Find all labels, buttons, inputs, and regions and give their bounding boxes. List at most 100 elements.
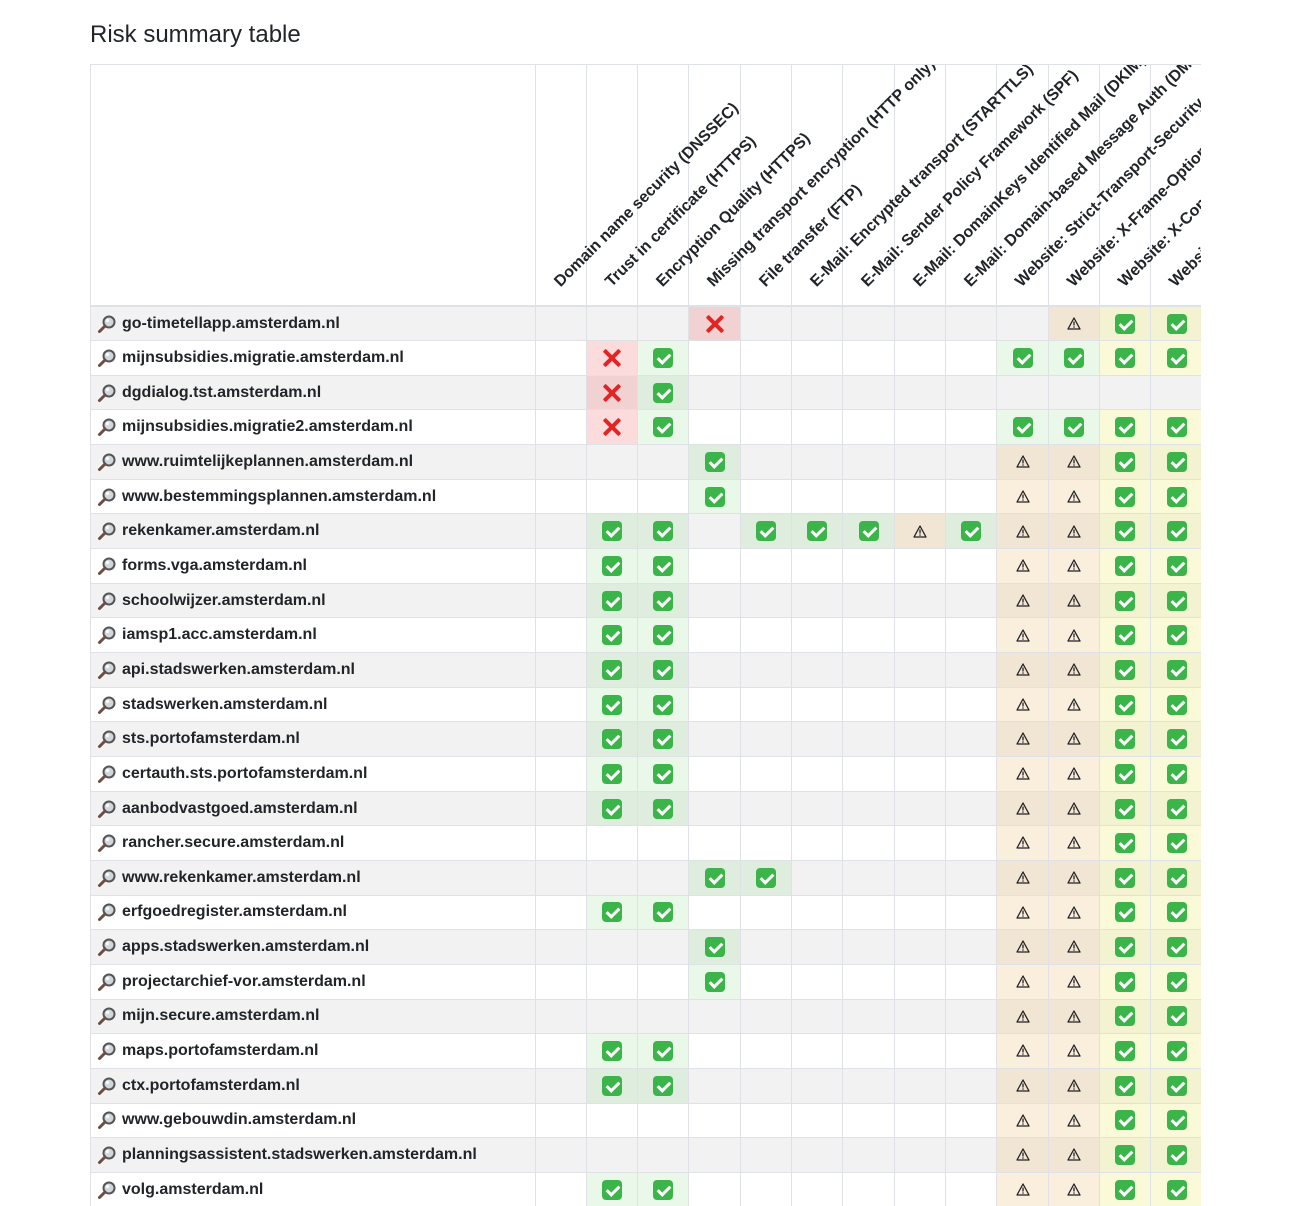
column-header: E-Mail: DomainKeys Identified Mail (DKIM… [894,65,1149,307]
domain-name[interactable]: go-timetellapp.amsterdam.nl [122,314,340,332]
domain-name[interactable]: www.ruimtelijkeplannen.amsterdam.nl [122,452,414,470]
check-mark-icon [1166,1110,1187,1131]
magnifying-glass-icon[interactable] [97,1145,117,1165]
risk-cell [1099,756,1152,792]
magnifying-glass-icon[interactable] [97,521,117,541]
risk-cell [637,1033,690,1069]
check-mark-icon [1166,347,1187,368]
magnifying-glass-icon[interactable] [97,625,117,645]
risk-cell [740,825,793,861]
domain-name[interactable]: projectarchief-vor.amsterdam.nl [122,972,366,990]
domain-cell: api.stadswerken.amsterdam.nl [91,652,536,688]
risk-summary-table-container[interactable]: Domain name security (DNSSEC) Trust in ce… [90,64,1201,1206]
magnifying-glass-icon[interactable] [97,902,117,922]
risk-cell [894,340,947,376]
domain-name[interactable]: mijn.secure.amsterdam.nl [122,1007,320,1025]
magnifying-glass-icon[interactable] [97,1041,117,1061]
domain-name[interactable]: erfgoedregister.amsterdam.nl [122,903,347,921]
magnifying-glass-icon[interactable] [97,729,117,749]
domain-name[interactable]: mijnsubsidies.migratie2.amsterdam.nl [122,418,413,436]
risk-cell [637,617,690,654]
risk-cell [637,513,690,550]
domain-name[interactable]: schoolwijzer.amsterdam.nl [122,591,326,609]
magnifying-glass-icon[interactable] [97,799,117,819]
domain-name[interactable]: mijnsubsidies.migratie.amsterdam.nl [122,348,404,366]
risk-cell [842,340,895,376]
warning-icon [1015,802,1030,815]
risk-cell [894,1172,947,1206]
warning-icon [1015,594,1030,607]
domain-cell: projectarchief-vor.amsterdam.nl [91,964,536,1000]
domain-name[interactable]: rancher.secure.amsterdam.nl [122,834,345,852]
magnifying-glass-icon[interactable] [97,314,117,334]
magnifying-glass-icon[interactable] [97,1180,117,1200]
risk-cell [1099,1033,1152,1069]
risk-cell [996,479,1049,515]
risk-cell [535,409,587,446]
magnifying-glass-icon[interactable] [97,1110,117,1130]
risk-summary-table: Domain name security (DNSSEC) Trust in ce… [91,65,1201,1206]
warning-icon [1015,524,1030,538]
domain-name[interactable]: apps.stadswerken.amsterdam.nl [122,938,370,956]
domain-name[interactable]: forms.vga.amsterdam.nl [122,556,307,574]
column-header: Missing transport encryption (HTTP only) [688,65,939,307]
risk-cell [535,687,587,723]
risk-cell [842,479,895,515]
check-mark-icon [1166,1145,1187,1166]
risk-cell [791,929,844,965]
domain-name[interactable]: sts.portofamsterdam.nl [122,730,300,748]
magnifying-glass-icon[interactable] [97,591,117,611]
domain-name[interactable]: api.stadswerken.amsterdam.nl [122,660,355,678]
domain-cell: forms.vga.amsterdam.nl [91,548,536,584]
magnifying-glass-icon[interactable] [97,937,117,957]
magnifying-glass-icon[interactable] [97,1006,117,1026]
domain-name[interactable]: dgdialog.tst.amsterdam.nl [122,383,322,401]
magnifying-glass-icon[interactable] [97,452,117,472]
magnifying-glass-icon[interactable] [97,383,117,403]
domain-name[interactable]: planningsassistent.stadswerken.amsterdam… [122,1146,477,1164]
risk-cell [894,756,947,792]
domain-name[interactable]: rekenkamer.amsterdam.nl [122,522,320,540]
risk-cell [1048,479,1101,515]
domain-name[interactable]: maps.portofamsterdam.nl [122,1042,319,1060]
table-row: ctx.portofamsterdam.nl [91,1068,1201,1104]
risk-cell [637,999,690,1035]
magnifying-glass-icon[interactable] [97,660,117,680]
check-mark-icon [1166,590,1187,611]
check-mark-icon [1166,902,1187,923]
magnifying-glass-icon[interactable] [97,348,117,368]
table-row: dgdialog.tst.amsterdam.nl [91,375,1201,411]
risk-cell [894,860,947,896]
domain-name[interactable]: ctx.portofamsterdam.nl [122,1076,300,1094]
magnifying-glass-icon[interactable] [97,417,117,437]
risk-cell [535,513,587,550]
domain-name[interactable]: volg.amsterdam.nl [122,1180,264,1198]
domain-name[interactable]: www.gebouwdin.amsterdam.nl [122,1111,357,1129]
magnifying-glass-icon[interactable] [97,1076,117,1096]
risk-cell [894,1137,947,1173]
domain-name[interactable]: iamsp1.acc.amsterdam.nl [122,626,317,644]
magnifying-glass-icon[interactable] [97,972,117,992]
risk-cell [637,1137,690,1173]
domain-name[interactable]: www.rekenkamer.amsterdam.nl [122,868,361,886]
magnifying-glass-icon[interactable] [97,868,117,888]
domain-name[interactable]: www.bestemmingsplannen.amsterdam.nl [122,487,437,505]
domain-cell: mijnsubsidies.migratie.amsterdam.nl [91,340,536,376]
risk-cell [1150,1033,1201,1069]
magnifying-glass-icon[interactable] [97,695,117,715]
risk-cell [535,375,587,411]
domain-name[interactable]: stadswerken.amsterdam.nl [122,695,328,713]
column-header: Trust in certificate (HTTPS) [586,65,759,307]
risk-cell [1150,825,1201,861]
domain-name[interactable]: certauth.sts.portofamsterdam.nl [122,764,368,782]
domain-name[interactable]: aanbodvastgoed.amsterdam.nl [122,799,358,817]
magnifying-glass-icon[interactable] [97,764,117,784]
magnifying-glass-icon[interactable] [97,556,117,576]
magnifying-glass-icon[interactable] [97,833,117,853]
risk-cell [740,548,793,584]
risk-cell [894,964,947,1000]
check-mark-icon [1115,971,1136,992]
warning-icon [1015,559,1030,572]
cross-mark-icon [601,347,623,369]
magnifying-glass-icon[interactable] [97,487,117,507]
